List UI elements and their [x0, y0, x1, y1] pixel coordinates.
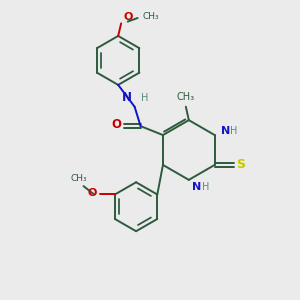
Text: N: N: [221, 127, 230, 136]
Text: S: S: [236, 158, 245, 171]
Text: O: O: [124, 12, 133, 22]
Text: H: H: [202, 182, 210, 192]
Text: N: N: [122, 91, 132, 104]
Text: N: N: [192, 182, 202, 192]
Text: CH₃: CH₃: [143, 12, 159, 21]
Text: O: O: [111, 118, 121, 131]
Text: H: H: [230, 126, 238, 136]
Text: H: H: [141, 93, 148, 103]
Text: CH₃: CH₃: [70, 174, 87, 183]
Text: CH₃: CH₃: [177, 92, 195, 102]
Text: O: O: [88, 188, 97, 198]
